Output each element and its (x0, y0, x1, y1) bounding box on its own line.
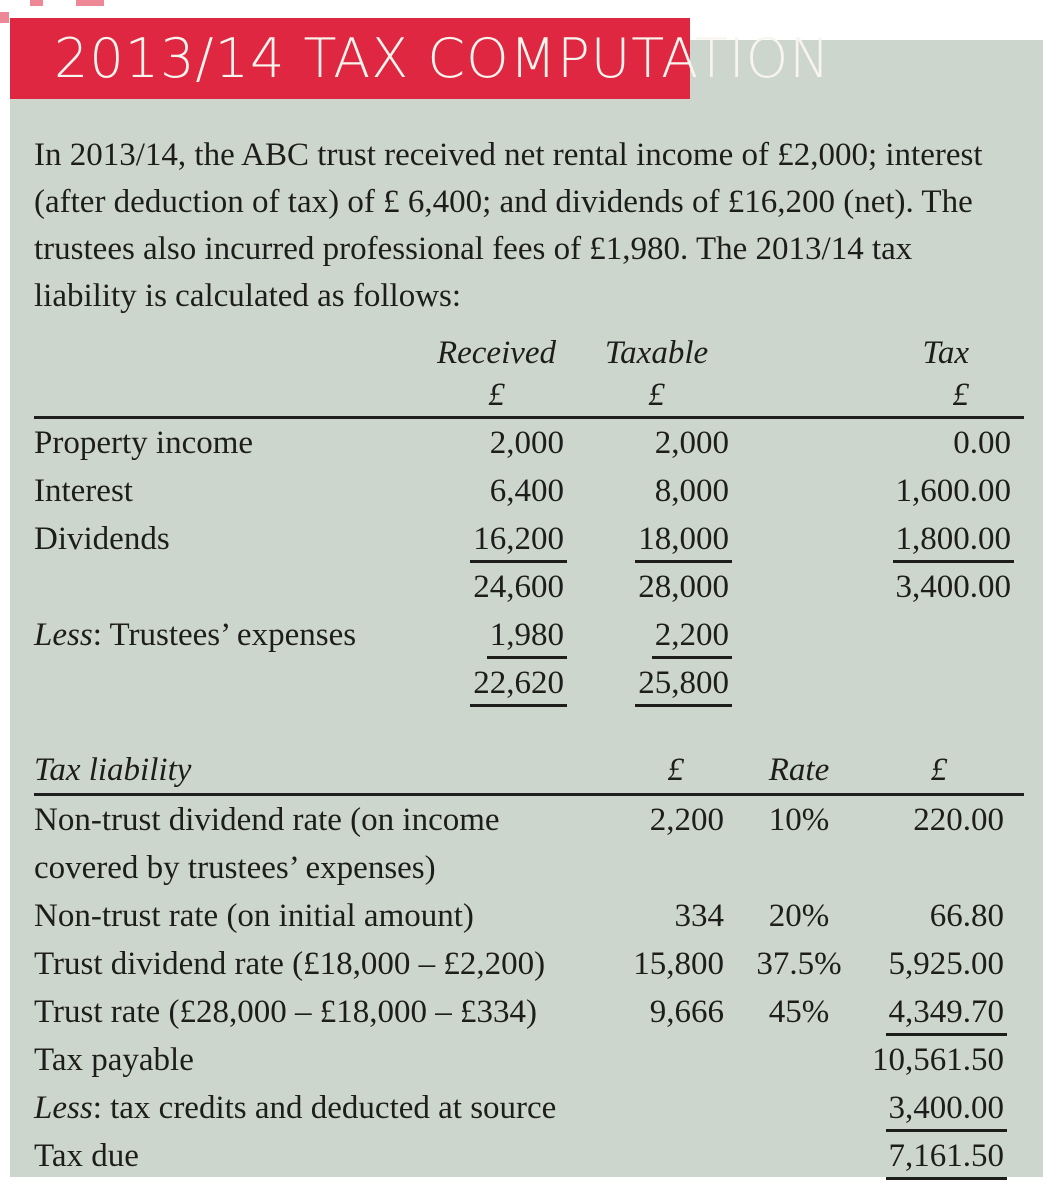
currency-symbol-amount: £ (609, 747, 724, 796)
received-value: 6,400 (489, 473, 564, 509)
income-table: Received Taxable Tax £ £ £ Property inco… (34, 332, 1024, 707)
taxable-value: 28,000 (638, 569, 729, 605)
currency-symbol-received: £ (419, 374, 574, 419)
table-row: Non-trust rate (on initial amount) 334 2… (34, 892, 1024, 940)
tax-value: 66.80 (929, 898, 1004, 934)
received-value: 24,600 (473, 569, 564, 605)
tax-value: 4,349.70 (854, 988, 1024, 1036)
row-label: Trust rate (£28,000 – £18,000 – £334) (34, 994, 537, 1030)
received-value: 2,000 (489, 425, 564, 461)
header-spacer (34, 374, 419, 419)
tax-value: 1,600.00 (895, 473, 1012, 509)
received-value: 16,200 (419, 515, 574, 563)
row-label: Property income (34, 425, 254, 461)
table-row: Interest 6,400 8,000 1,600.00 (34, 467, 1024, 515)
column-header-tax: Tax (922, 335, 969, 371)
taxable-value: 2,200 (574, 611, 739, 659)
column-header-received: Received (436, 335, 557, 371)
amount-value: 15,800 (633, 946, 724, 982)
column-header-taxable: Taxable (604, 335, 709, 371)
taxable-value: 2,000 (654, 425, 729, 461)
tax-value: 0.00 (953, 425, 1011, 461)
income-table-currency-row: £ £ £ (34, 374, 1024, 419)
amount-value: 9,666 (649, 994, 724, 1030)
tax-value: 5,925.00 (888, 946, 1005, 982)
table-row-less-expenses: Less: Trustees’ expenses 1,980 2,200 (34, 611, 1024, 659)
tax-value: 10,561.50 (872, 1042, 1004, 1078)
row-label (34, 659, 419, 707)
content-panel: In 2013/14, the ABC trust received net r… (10, 40, 1043, 1180)
taxable-value: 25,800 (574, 659, 739, 707)
row-label: Less: tax credits and deducted at source (34, 1090, 557, 1126)
received-value: 22,620 (419, 659, 574, 707)
currency-symbol-tax: £ (739, 374, 1024, 419)
rate-value: 37.5% (756, 946, 842, 982)
taxable-value: 18,000 (574, 515, 739, 563)
table-row: Trust dividend rate (£18,000 – £2,200) 1… (34, 940, 1024, 988)
currency-symbol-taxable: £ (574, 374, 739, 419)
amount-value: 2,200 (649, 802, 724, 838)
tax-value (739, 659, 1024, 707)
row-label: Trust dividend rate (£18,000 – £2,200) (34, 946, 546, 982)
row-label: Non-trust rate (on initial amount) (34, 898, 474, 934)
row-label: Interest (34, 473, 133, 509)
table-row: Dividends 16,200 18,000 1,800.00 (34, 515, 1024, 563)
row-label: Tax payable (34, 1042, 194, 1078)
liability-table-header-row: Tax liability £ Rate £ (34, 747, 1024, 796)
tax-value (739, 611, 1024, 659)
rate-value: 45% (768, 994, 830, 1030)
tax-value: 220.00 (913, 802, 1004, 838)
crop-artifact (30, 0, 43, 6)
currency-symbol-tax: £ (854, 747, 1024, 796)
column-header-rate: Rate (724, 747, 854, 796)
title-bar: 2013/14 TAX COMPUTATION (10, 18, 830, 99)
table-row: Trust rate (£28,000 – £18,000 – £334) 9,… (34, 988, 1024, 1036)
row-label (34, 563, 419, 611)
taxable-value: 8,000 (654, 473, 729, 509)
received-value: 1,980 (419, 611, 574, 659)
tax-liability-table: Tax liability £ Rate £ Non-trust dividen… (34, 747, 1024, 1180)
table-row-tax-payable: Tax payable 10,561.50 (34, 1036, 1024, 1084)
note-paragraph: Note. The trust had funds of £6,607.90 b… (34, 1196, 1029, 1200)
intro-paragraph: In 2013/14, the ABC trust received net r… (34, 137, 983, 314)
income-table-header-row: Received Taxable Tax (34, 332, 1024, 374)
column-header-tax-liability: Tax liability (34, 747, 609, 796)
row-label: Less: Trustees’ expenses (34, 617, 357, 653)
table-row-tax-due: Tax due 7,161.50 (34, 1132, 1024, 1180)
amount-value: 334 (674, 898, 725, 934)
crop-artifact (0, 12, 9, 23)
table-row-subtotal: 24,600 28,000 3,400.00 (34, 563, 1024, 611)
rate-value: 20% (768, 898, 830, 934)
row-label: Tax due (34, 1138, 139, 1174)
rate-value: 10% (768, 802, 830, 838)
tax-value: 1,800.00 (739, 515, 1024, 563)
table-row-less-credits: Less: tax credits and deducted at source… (34, 1084, 1024, 1132)
table-row: Non-trust dividend rate (on income covere… (34, 795, 1024, 893)
table-row-total: 22,620 25,800 (34, 659, 1024, 707)
tax-value: 7,161.50 (854, 1132, 1024, 1180)
rate-value (724, 1132, 854, 1180)
row-label: Dividends (34, 521, 170, 557)
tax-value: 3,400.00 (895, 569, 1012, 605)
table-row: Property income 2,000 2,000 0.00 (34, 418, 1024, 468)
amount-value (609, 1084, 724, 1132)
page-title: 2013/14 TAX COMPUTATION (54, 27, 831, 90)
row-label: Non-trust dividend rate (on income covere… (34, 802, 500, 886)
header-spacer (34, 332, 419, 374)
rate-value (724, 1084, 854, 1132)
rate-value (724, 1036, 854, 1084)
crop-artifact (76, 0, 104, 6)
amount-value (609, 1132, 724, 1180)
tax-value: 3,400.00 (854, 1084, 1024, 1132)
amount-value (609, 1036, 724, 1084)
